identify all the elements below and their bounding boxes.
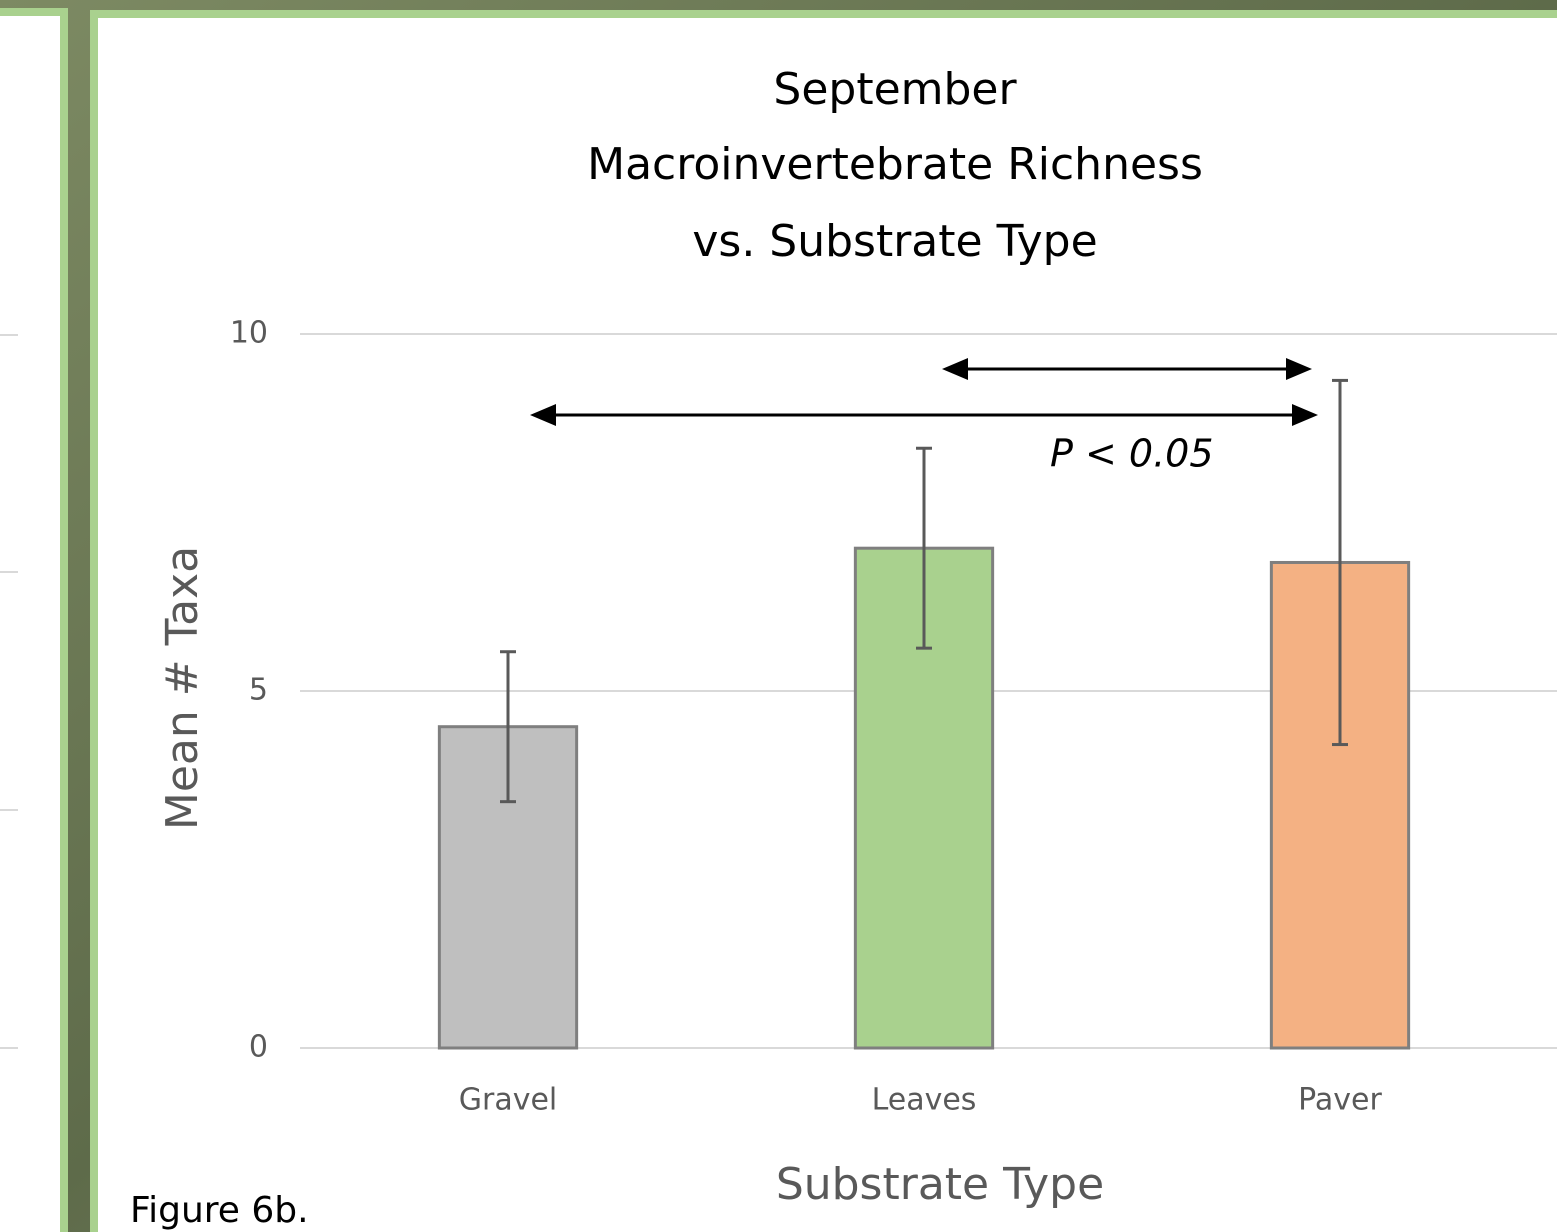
y-axis-label: Mean # Taxa (157, 546, 208, 830)
x-axis-label: Substrate Type (776, 1159, 1104, 1210)
chart-title: Macroinvertebrate Richness (587, 139, 1203, 190)
chart-title: September (773, 64, 1017, 115)
figure-caption: Figure 6b. (130, 1190, 309, 1231)
y-tick-label: 0 (249, 1030, 268, 1065)
annotation: P < 0.05 (1050, 432, 1214, 476)
x-tick-label: Leaves (872, 1083, 977, 1118)
y-tick-label: 10 (230, 316, 268, 351)
chart-title: vs. Substrate Type (692, 216, 1097, 267)
y-tick-label: 5 (249, 673, 268, 708)
page: {"chart_data": {"type": "bar", "title": … (0, 0, 1557, 1232)
x-tick-label: Gravel (459, 1083, 558, 1118)
chart: September Macroinvertebrate Richness vs.… (0, 0, 1557, 1232)
x-tick-label: Paver (1298, 1083, 1382, 1118)
